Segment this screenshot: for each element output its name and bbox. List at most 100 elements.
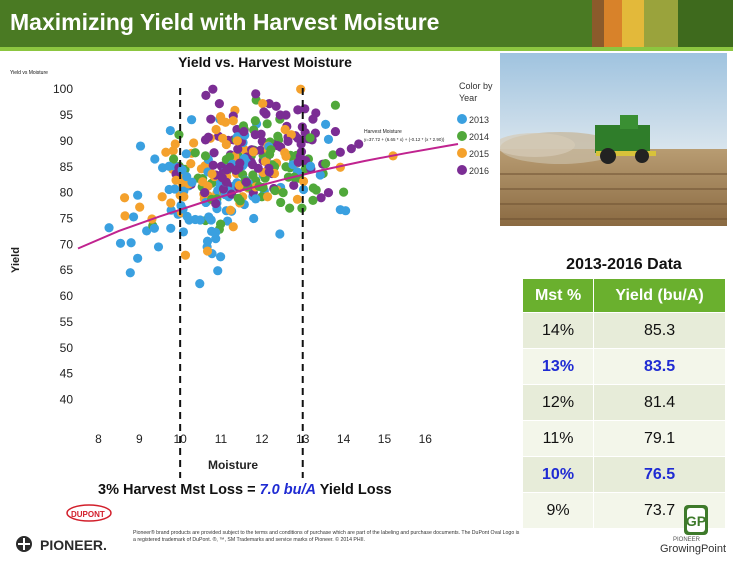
data-point-2013 bbox=[321, 119, 331, 129]
x-tick-label: 9 bbox=[136, 432, 143, 446]
data-point-2016 bbox=[200, 188, 210, 198]
data-point-2013 bbox=[195, 215, 205, 225]
data-point-2015 bbox=[120, 211, 130, 221]
data-point-2013 bbox=[166, 223, 176, 233]
data-point-2016 bbox=[259, 107, 269, 117]
data-point-2015 bbox=[135, 202, 145, 212]
dupont-logo-text: DUPONT bbox=[71, 510, 105, 519]
data-point-2014 bbox=[338, 187, 349, 197]
y-tick-label: 100 bbox=[53, 82, 73, 96]
table-cell-mst: 13% bbox=[521, 348, 595, 385]
data-point-2016 bbox=[209, 148, 219, 158]
dupont-oval-logo bbox=[66, 504, 112, 522]
data-point-2015 bbox=[220, 117, 231, 127]
growingpoint-text: GrowingPoint bbox=[660, 543, 727, 555]
data-point-2013 bbox=[133, 253, 143, 263]
data-point-2016 bbox=[264, 99, 274, 109]
data-point-2014 bbox=[266, 145, 276, 155]
y-tick-label: 85 bbox=[60, 160, 74, 174]
data-point-2015 bbox=[228, 116, 238, 126]
data-point-2015 bbox=[228, 222, 238, 232]
data-point-2016 bbox=[308, 114, 318, 124]
data-point-2016 bbox=[233, 144, 243, 154]
caption-prefix: 3% Harvest Mst Loss = bbox=[98, 482, 260, 498]
data-point-2016 bbox=[239, 126, 249, 137]
data-point-2015 bbox=[179, 192, 189, 202]
data-point-2016 bbox=[271, 101, 281, 111]
fit-label: Harvest Moisture bbox=[364, 129, 402, 135]
data-point-2016 bbox=[201, 90, 211, 100]
data-point-2014 bbox=[328, 150, 338, 160]
data-point-2014 bbox=[270, 185, 280, 196]
data-point-2014 bbox=[174, 130, 184, 140]
data-point-2016 bbox=[330, 126, 341, 137]
y-axis-label: Yield bbox=[10, 247, 22, 273]
table-row: 12% 81.4 bbox=[521, 384, 726, 421]
data-point-2015 bbox=[211, 124, 221, 135]
data-point-2016 bbox=[335, 147, 345, 157]
data-point-2014 bbox=[305, 133, 315, 143]
data-point-2016 bbox=[293, 105, 303, 115]
svg-text:GP: GP bbox=[686, 513, 706, 529]
x-tick-labels: 8910111213141516 bbox=[95, 432, 432, 446]
caption-suffix: Yield Loss bbox=[316, 482, 392, 498]
y-tick-label: 75 bbox=[60, 211, 74, 225]
table-cell-mst: 9% bbox=[521, 492, 595, 529]
data-point-2013 bbox=[216, 252, 226, 262]
table-cell-mst: 10% bbox=[521, 456, 595, 493]
data-point-2013 bbox=[126, 238, 136, 248]
pioneer-logo-text: PIONEER. bbox=[40, 537, 107, 553]
data-point-2013 bbox=[165, 125, 175, 136]
data-point-2013 bbox=[315, 170, 325, 180]
scatter-chart: Yield vs. Harvest Moisture Yield vs Mois… bbox=[10, 54, 493, 478]
data-table: Mst % Yield (bu/A) 14% 85.3 13% 83.5 12% 81.4… bbox=[521, 278, 726, 529]
y-tick-label: 60 bbox=[60, 289, 74, 303]
legal-footnote: Pioneer® brand products are provided sub… bbox=[133, 530, 520, 543]
legend: 2013 2014 2015 2016 bbox=[457, 114, 489, 176]
data-point-2013 bbox=[149, 223, 160, 233]
data-point-2016 bbox=[235, 158, 245, 168]
header-band-yellow bbox=[622, 0, 644, 47]
data-point-2014 bbox=[285, 203, 295, 213]
data-point-2013 bbox=[128, 212, 139, 222]
table-header-yield: Yield (bu/A) bbox=[593, 278, 726, 313]
data-point-2015 bbox=[225, 205, 236, 215]
data-point-2014 bbox=[330, 100, 341, 110]
data-point-2016 bbox=[214, 99, 224, 109]
data-point-2013 bbox=[142, 226, 152, 236]
legend-marker bbox=[457, 148, 467, 158]
data-point-2016 bbox=[241, 177, 251, 187]
legend-marker bbox=[457, 165, 467, 175]
data-point-2013 bbox=[181, 149, 191, 159]
data-point-2014 bbox=[250, 116, 260, 126]
legend-label: 2015 bbox=[469, 149, 489, 159]
data-point-2016 bbox=[250, 130, 260, 140]
data-point-2014 bbox=[321, 159, 331, 169]
data-point-2013 bbox=[187, 177, 197, 187]
table-cell-yield: 85.3 bbox=[593, 312, 726, 349]
pioneer-logo-icon bbox=[16, 536, 32, 552]
data-point-2015 bbox=[262, 192, 273, 202]
data-point-2016 bbox=[323, 188, 334, 198]
data-point-2013 bbox=[104, 223, 114, 233]
data-point-2015 bbox=[281, 151, 291, 162]
x-tick-label: 16 bbox=[419, 432, 433, 446]
data-point-2013 bbox=[133, 190, 143, 200]
data-point-2016 bbox=[346, 144, 356, 154]
data-point-2015 bbox=[198, 177, 208, 187]
data-point-2013 bbox=[195, 279, 205, 289]
data-point-2015 bbox=[119, 193, 130, 203]
header-bar: Maximizing Yield with Harvest Moisture bbox=[0, 0, 733, 47]
data-point-2013 bbox=[182, 211, 192, 221]
data-point-2015 bbox=[298, 176, 309, 186]
y-tick-label: 70 bbox=[60, 237, 74, 251]
data-point-2014 bbox=[200, 151, 211, 161]
data-point-2014 bbox=[276, 197, 286, 208]
data-point-2015 bbox=[280, 124, 290, 135]
fit-equation: y=37.72 + (6.65 * x) + (-0.12 * (x * 2.9… bbox=[364, 137, 445, 142]
data-point-2015 bbox=[180, 250, 191, 260]
data-point-2013 bbox=[150, 154, 160, 164]
chart-subtitle: Yield vs Moisture bbox=[10, 70, 48, 76]
x-axis-label: Moisture bbox=[208, 458, 258, 472]
table-row: 13% 83.5 bbox=[521, 348, 726, 385]
